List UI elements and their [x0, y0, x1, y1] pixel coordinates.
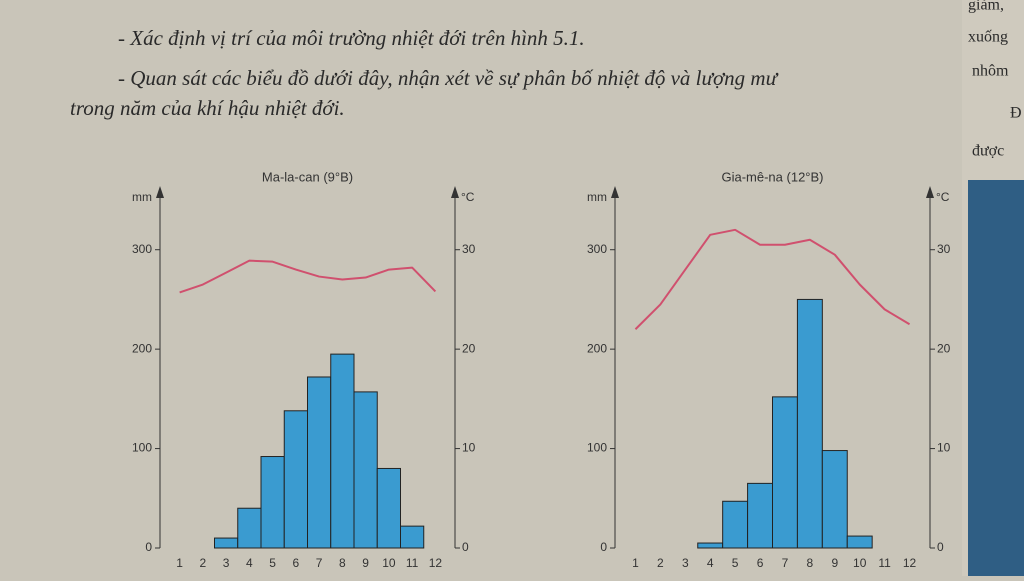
y2-tick-label: 30 — [937, 242, 951, 256]
rain-bar — [237, 507, 262, 549]
y2-tick-label: 20 — [937, 341, 951, 355]
x-tick-label: 2 — [657, 556, 664, 570]
x-tick-label: 7 — [782, 556, 789, 570]
x-tick-label: 7 — [316, 556, 323, 570]
x-tick-label: 8 — [339, 556, 346, 570]
rain-bar — [376, 467, 401, 549]
x-tick-label: 4 — [246, 556, 253, 570]
rain-bar — [722, 500, 749, 549]
y2-tick-label: 20 — [462, 341, 476, 355]
x-tick-label: 11 — [878, 556, 891, 570]
temperature-line — [634, 228, 911, 330]
rain-bar — [214, 537, 239, 549]
x-tick-label: 10 — [382, 556, 396, 570]
rain-bar — [747, 482, 773, 549]
y2-axis-label: °C — [461, 190, 475, 204]
y-tick-label: 100 — [132, 441, 152, 455]
chart-title: Gia-mê-na (12°B) — [721, 169, 823, 184]
photo-block — [968, 180, 1024, 576]
y2-tick-label: 10 — [462, 441, 476, 455]
x-tick-label: 3 — [682, 556, 689, 570]
rain-bar — [796, 298, 823, 549]
y-tick-label: 300 — [132, 242, 152, 256]
axis-arrow — [926, 186, 934, 198]
y-axis-label: mm — [587, 190, 607, 204]
x-tick-label: 8 — [807, 556, 814, 570]
y-tick-label: 0 — [145, 540, 152, 554]
y-tick-label: 100 — [587, 441, 607, 455]
rain-bar — [821, 450, 848, 549]
margin-text: Đ — [1010, 105, 1022, 122]
x-tick-label: 1 — [632, 556, 639, 570]
x-tick-label: 9 — [831, 556, 838, 570]
rain-bar — [283, 410, 308, 549]
instruction: - Xác định vị trí của môi trường nhiệt đ… — [118, 26, 585, 50]
rain-bar — [772, 396, 798, 549]
x-tick-label: 2 — [200, 556, 207, 570]
y-tick-label: 200 — [132, 341, 152, 355]
rain-bar — [307, 376, 332, 549]
x-tick-label: 4 — [707, 556, 714, 570]
axis-arrow — [451, 186, 459, 198]
y-axis-label: mm — [132, 190, 152, 204]
margin-text: nhôm — [972, 63, 1009, 80]
margin-text: xuống — [968, 29, 1008, 46]
x-tick-label: 12 — [903, 556, 917, 570]
x-tick-label: 6 — [757, 556, 764, 570]
rain-bar — [400, 525, 425, 549]
x-tick-label: 6 — [293, 556, 300, 570]
x-tick-label: 11 — [406, 556, 419, 570]
rain-bar — [330, 353, 355, 549]
temperature-line — [179, 259, 437, 294]
x-tick-label: 1 — [176, 556, 183, 570]
y-tick-label: 300 — [587, 242, 607, 256]
rain-bar — [353, 391, 378, 549]
y2-tick-label: 0 — [937, 540, 944, 554]
instruction: trong năm của khí hậu nhiệt đới. — [70, 96, 345, 120]
margin-text: giảm, — [968, 0, 1004, 14]
x-tick-label: 10 — [853, 556, 867, 570]
y-tick-label: 200 — [587, 341, 607, 355]
y2-tick-label: 10 — [937, 441, 951, 455]
rain-bar — [697, 542, 724, 549]
rain-bar — [260, 456, 285, 549]
x-tick-label: 5 — [732, 556, 739, 570]
rain-bar — [846, 535, 873, 549]
y2-axis-label: °C — [936, 190, 950, 204]
axis-arrow — [611, 186, 619, 198]
x-tick-label: 9 — [362, 556, 369, 570]
y-tick-label: 0 — [600, 540, 607, 554]
y2-tick-label: 0 — [462, 540, 469, 554]
y2-tick-label: 30 — [462, 242, 476, 256]
x-tick-label: 5 — [269, 556, 276, 570]
axis-arrow — [156, 186, 164, 198]
x-tick-label: 3 — [223, 556, 230, 570]
margin-text: được — [972, 143, 1004, 160]
x-tick-label: 12 — [429, 556, 443, 570]
instruction: - Quan sát các biểu đồ dưới đây, nhận xé… — [118, 66, 779, 90]
chart-title: Ma-la-can (9°B) — [262, 169, 353, 184]
